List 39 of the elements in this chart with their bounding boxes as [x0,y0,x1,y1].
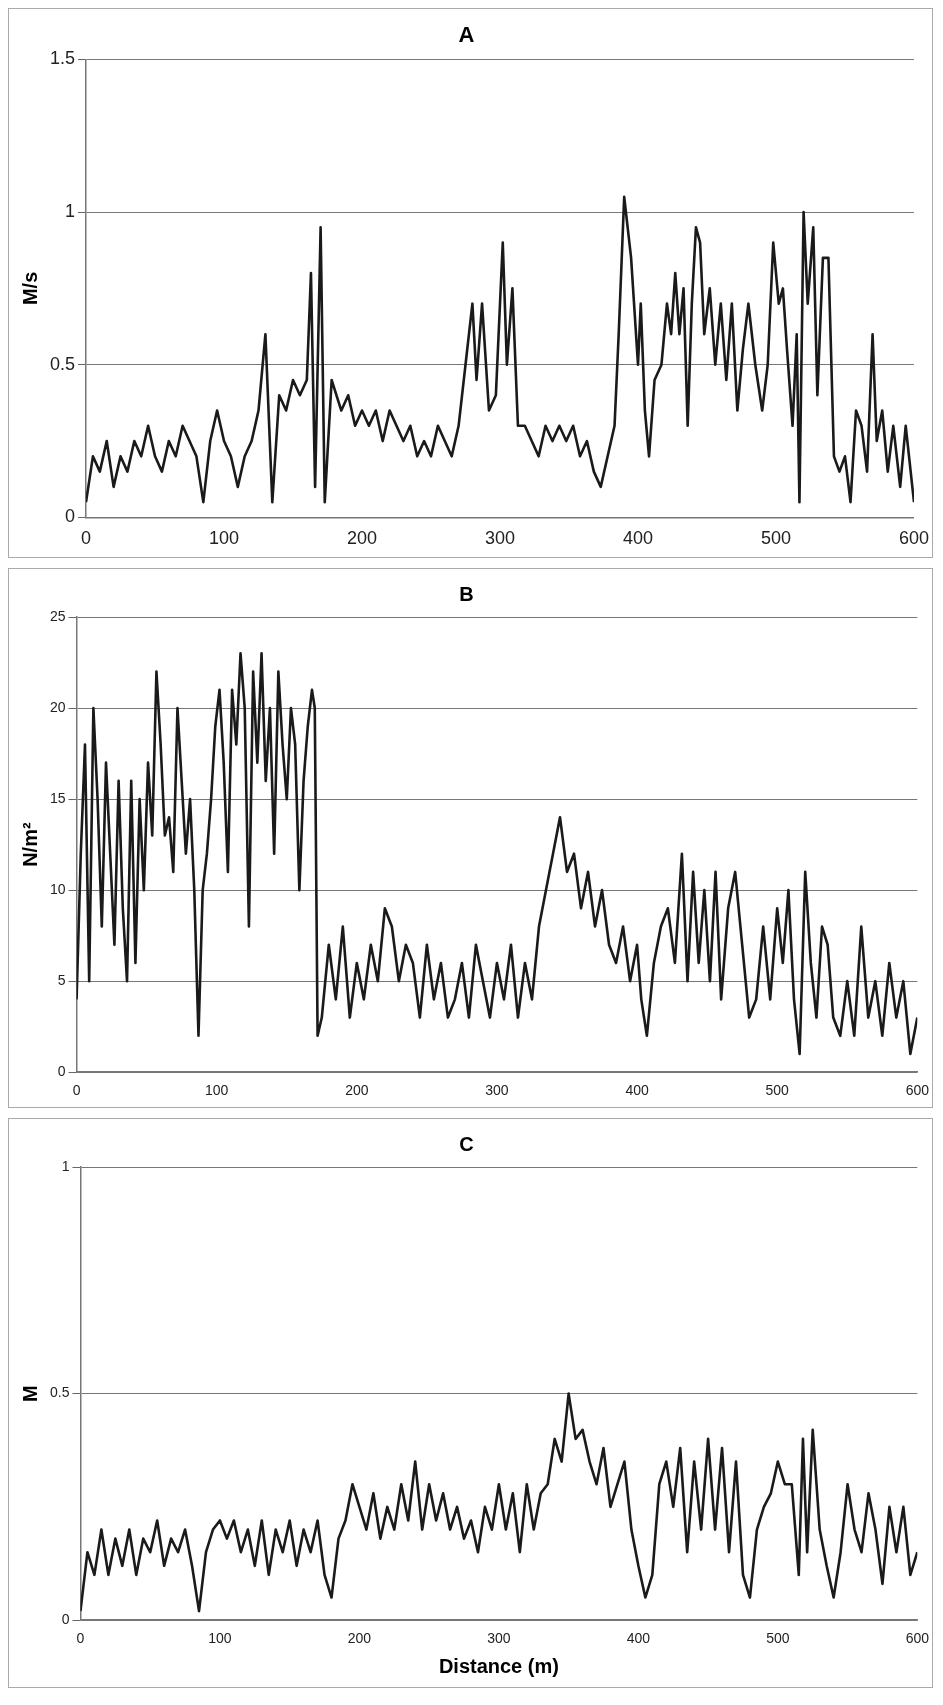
y-tick-label: 15 [49,789,66,806]
x-tick-label: 100 [208,1630,232,1647]
x-tick-label: 400 [626,1630,651,1647]
x-tick-label: 600 [905,1082,930,1099]
y-tick-label: 0 [61,1611,70,1628]
x-tick-label: 200 [345,1082,369,1099]
y-tick-label: 25 [49,607,66,624]
x-tick-label: 600 [898,528,930,549]
chart-title: A [458,22,475,48]
x-tick-label: 500 [766,1630,790,1647]
x-tick-label: 500 [765,1082,790,1099]
y-tick-label: 10 [49,880,66,897]
y-axis-title: M/s [18,271,41,306]
y-tick-label: 1.5 [49,48,76,69]
x-tick-label: 400 [622,528,654,549]
chart-title: C [459,1132,474,1155]
x-tick-label: 300 [487,1630,511,1647]
y-axis-title: M [18,1385,41,1402]
y-axis-title: N/m² [18,822,41,867]
y-tick-label: 0.5 [49,1384,70,1401]
y-tick-label: 20 [49,698,66,715]
x-axis-title: Distance (m) [438,1654,559,1677]
y-tick-label: 1 [61,1157,70,1174]
x-tick-label: 300 [485,1082,509,1099]
x-tick-label: 500 [760,528,792,549]
x-tick-label: 200 [346,528,378,549]
x-tick-label: 200 [347,1630,372,1647]
y-tick-label: 0.5 [49,353,76,374]
y-tick-label: 0 [57,1063,66,1080]
x-tick-label: 0 [81,528,92,549]
x-tick-label: 100 [208,528,240,549]
y-tick-label: 1 [65,201,76,222]
y-tick-label: 5 [57,972,66,989]
chart-title: B [459,582,474,605]
y-tick-label: 0 [65,506,76,527]
x-tick-label: 600 [905,1630,930,1647]
x-tick-label: 300 [484,528,516,549]
x-tick-label: 100 [205,1082,229,1099]
x-tick-label: 400 [625,1082,649,1099]
